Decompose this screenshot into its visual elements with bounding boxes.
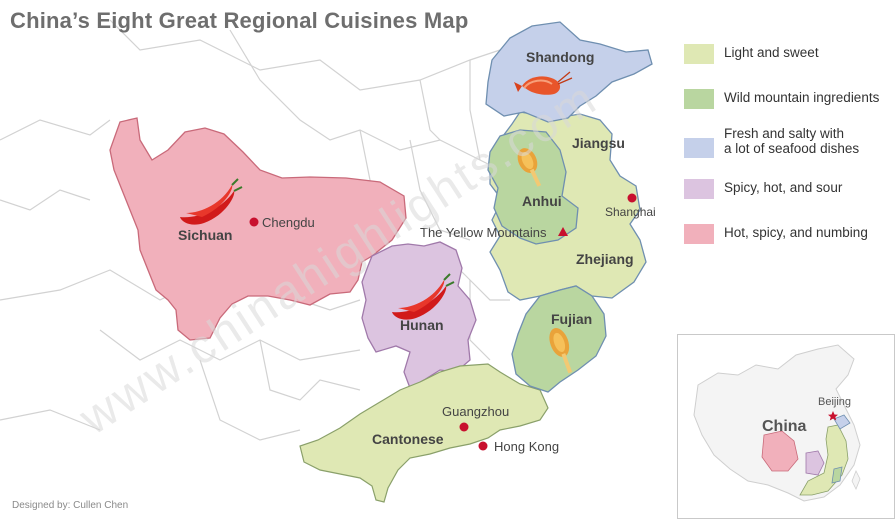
mushroom-icon: [549, 328, 573, 374]
label-guangzhou: Guangzhou: [442, 404, 509, 419]
label-cantonese: Cantonese: [372, 431, 444, 447]
label-anhui: Anhui: [522, 193, 562, 209]
city-dot-guangzhou: [459, 422, 469, 432]
region-sichuan: [109, 117, 407, 341]
inset-hunan: [805, 450, 825, 476]
inset-label-beijing: Beijing: [818, 396, 851, 408]
label-shanghai: Shanghai: [605, 205, 656, 219]
beijing-star-icon: [828, 411, 838, 421]
legend-swatch: [684, 179, 714, 199]
yellow-mountains-marker: [558, 227, 568, 236]
inset-shandong: [833, 414, 851, 430]
legend-label: Light and sweet: [724, 45, 819, 60]
label-shandong: Shandong: [526, 49, 594, 65]
label-fujian: Fujian: [551, 311, 592, 327]
inset-map-canvas: Beijing China: [693, 344, 861, 502]
chili-pepper-icon: [392, 273, 455, 320]
mushroom-icon: [517, 148, 542, 187]
label-zhejiang: Zhejiang: [576, 251, 634, 267]
label-jiangsu: Jiangsu: [572, 135, 625, 151]
label-hong-kong: Hong Kong: [494, 439, 559, 454]
legend-swatch: [684, 89, 714, 109]
label-chengdu: Chengdu: [262, 215, 315, 230]
city-dot-chengdu: [249, 217, 259, 227]
region-cantonese: [299, 363, 549, 503]
legend-item-seafood: Fresh and salty with a lot of seafood di…: [684, 126, 894, 158]
shrimp-icon: [514, 71, 573, 95]
legend-label-line2: a lot of seafood dishes: [724, 141, 860, 156]
legend-item-spicy-sour: Spicy, hot, and sour: [684, 177, 894, 199]
inset-fujian: [831, 466, 843, 484]
inset-taiwan: [851, 470, 861, 490]
city-dot-shanghai: [627, 193, 637, 203]
legend-swatch: [684, 138, 714, 158]
legend-item-light-sweet: Light and sweet: [684, 42, 894, 64]
legend: Light and sweet Wild mountain ingredient…: [684, 42, 894, 267]
inset-sichuan: [761, 430, 799, 472]
region-anhui: [487, 129, 579, 245]
designer-credit: Designed by: Cullen Chen: [12, 500, 129, 511]
map-title: China’s Eight Great Regional Cuisines Ma…: [10, 8, 469, 33]
legend-swatch: [684, 44, 714, 64]
legend-swatch: [684, 224, 714, 244]
chili-pepper-icon: [180, 178, 243, 225]
inset-label-china: China: [762, 418, 807, 435]
inset-map: Beijing China: [677, 334, 895, 519]
city-dot-hong-kong: [478, 441, 488, 451]
legend-label: Wild mountain ingredients: [724, 90, 880, 105]
legend-label: Fresh and salty with a lot of seafood di…: [724, 126, 859, 156]
label-yellow-mountains: The Yellow Mountains: [420, 225, 547, 240]
legend-item-wild-mountain: Wild mountain ingredients: [684, 87, 894, 109]
legend-label: Hot, spicy, and numbing: [724, 225, 868, 240]
legend-label-line1: Fresh and salty with: [724, 126, 845, 141]
legend-label: Spicy, hot, and sour: [724, 180, 843, 195]
label-sichuan: Sichuan: [178, 227, 232, 243]
label-hunan: Hunan: [400, 317, 444, 333]
legend-item-numbing: Hot, spicy, and numbing: [684, 222, 894, 244]
